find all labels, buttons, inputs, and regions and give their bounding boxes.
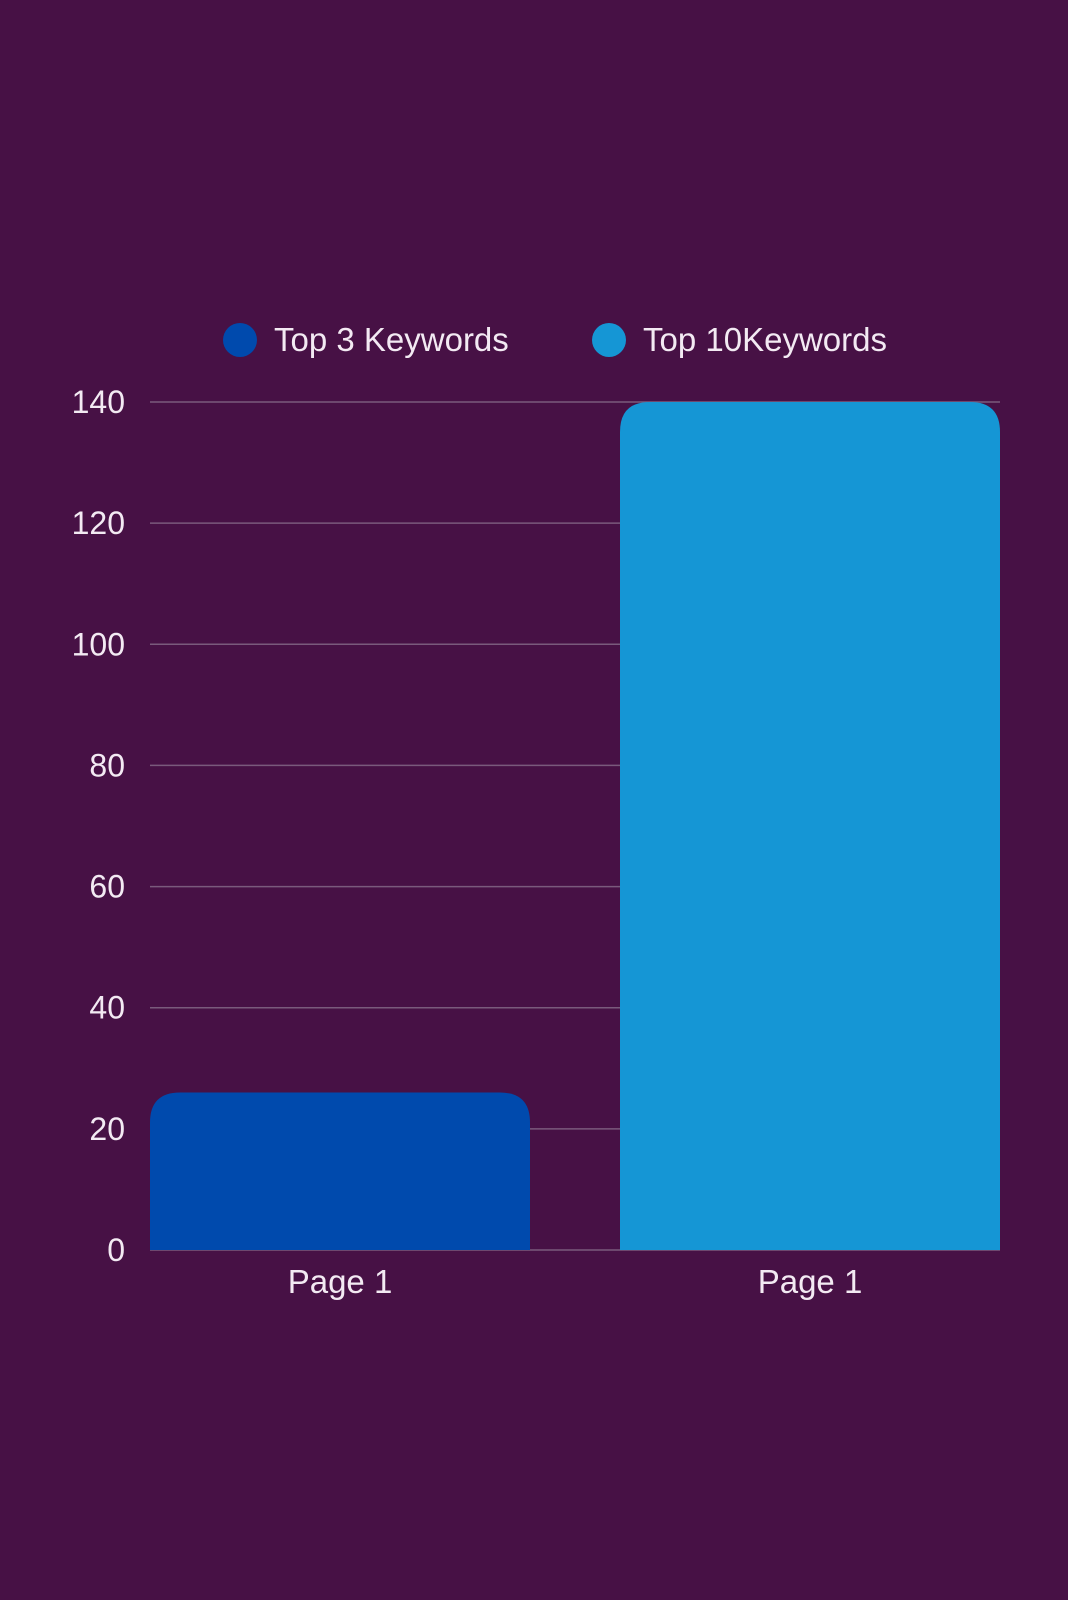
y-axis-ticks: 0 20 40 60 80 100 120 140: [72, 384, 125, 1268]
legend-marker: [592, 323, 626, 357]
x-tick-label: Page 1: [288, 1263, 393, 1300]
x-axis-labels: Page 1 Page 1: [288, 1263, 863, 1300]
legend-label: Top 3 Keywords: [274, 321, 509, 358]
legend-marker: [223, 323, 257, 357]
legend: Top 3 Keywords Top 10Keywords: [223, 321, 887, 358]
y-tick-label: 80: [89, 747, 125, 783]
bars: [150, 402, 1000, 1250]
bar-top-10-keywords: [620, 402, 1000, 1250]
bar-top-3-keywords: [150, 1092, 530, 1250]
y-tick-label: 20: [89, 1111, 125, 1147]
y-tick-label: 0: [107, 1232, 125, 1268]
x-tick-label: Page 1: [758, 1263, 863, 1300]
y-tick-label: 120: [72, 505, 125, 541]
y-tick-label: 40: [89, 990, 125, 1026]
y-tick-label: 100: [72, 626, 125, 662]
y-tick-label: 60: [89, 869, 125, 905]
y-tick-label: 140: [72, 384, 125, 420]
legend-label: Top 10Keywords: [643, 321, 887, 358]
